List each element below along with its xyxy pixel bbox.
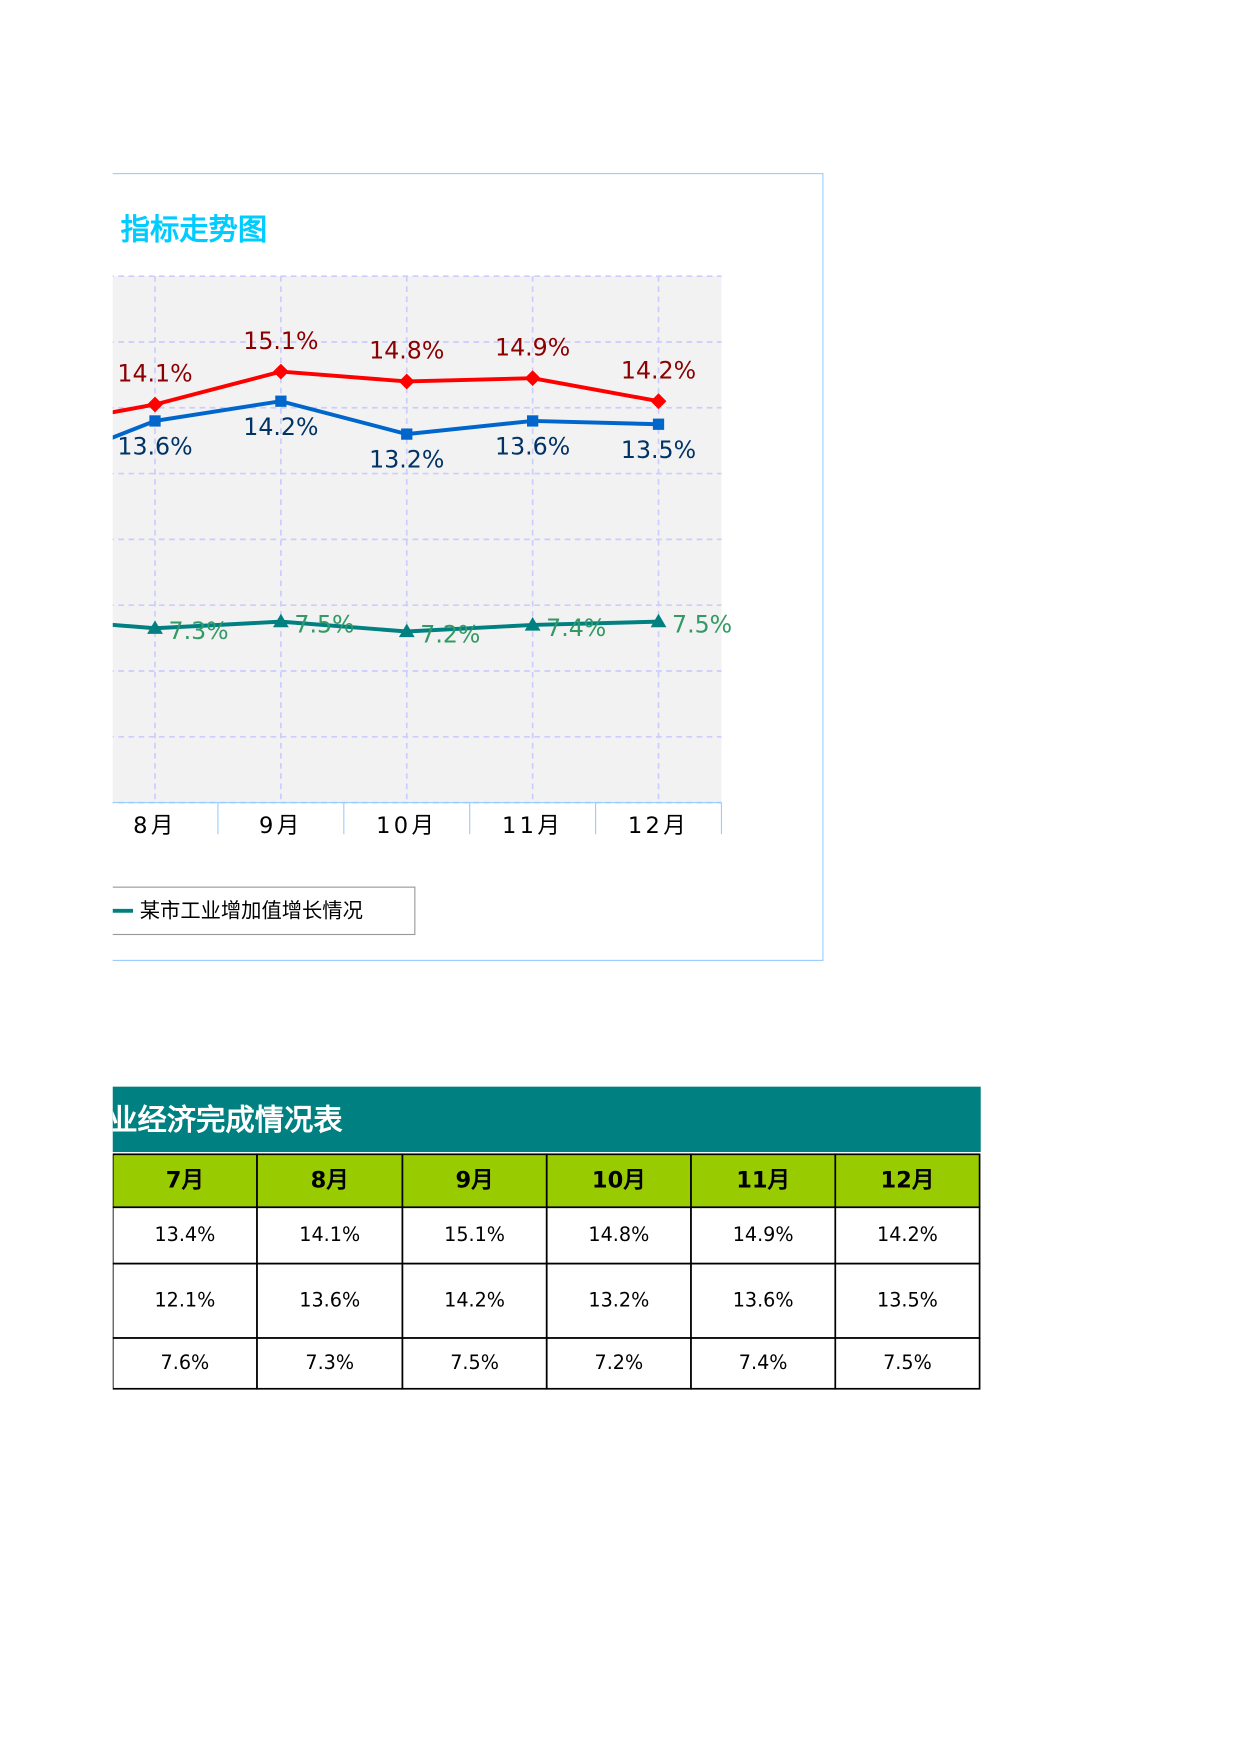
data-label: 13.5%	[621, 436, 696, 464]
cell-text: 14.2%	[444, 1288, 505, 1311]
data-label: 14.1%	[117, 360, 192, 388]
header-text: 7月	[166, 1167, 204, 1193]
data-label: 7.2%	[420, 621, 480, 649]
data-label: 13.6%	[495, 432, 570, 460]
marker	[147, 620, 163, 634]
legend-label: 某市工业增加值增长情况	[140, 898, 363, 922]
cell	[545, 1206, 692, 1265]
x-tick-label: 7月	[7, 813, 51, 839]
cell-text: 7.5%	[450, 1351, 499, 1374]
cell-text: 13.6%	[299, 1288, 360, 1311]
header-text: 12月	[881, 1167, 935, 1193]
x-tick-label: 9月	[259, 813, 303, 839]
marker	[398, 373, 415, 390]
data-label: 12.1%	[0, 482, 67, 510]
legend	[112, 886, 416, 936]
cell-text: 14.1%	[299, 1223, 360, 1246]
header-text: 11月	[736, 1167, 790, 1193]
data-label: 13.2%	[369, 446, 444, 474]
header-cell	[834, 1153, 981, 1209]
marker	[398, 623, 415, 638]
content: 指标走势图 业经济完成情况表 246810121416187月8月9月10月11…	[0, 173, 981, 1390]
cell-text: 13.4%	[154, 1223, 215, 1246]
table-title-bar	[112, 1086, 981, 1153]
marker	[23, 465, 34, 476]
cell	[112, 1262, 258, 1339]
header-text: 8月	[311, 1167, 349, 1193]
marker	[149, 415, 161, 427]
marker	[275, 395, 287, 407]
cell	[690, 1206, 837, 1265]
cell-text: 14.2%	[877, 1223, 938, 1246]
x-tick-label: 11月	[502, 813, 563, 839]
marker	[272, 613, 289, 628]
cell	[401, 1337, 548, 1390]
data-label: 14.2%	[243, 413, 318, 441]
cell-text: 7.3%	[305, 1351, 354, 1374]
cell	[834, 1262, 981, 1339]
cell	[256, 1206, 404, 1265]
header-cell	[112, 1153, 258, 1209]
x-tick-label: 12月	[628, 813, 689, 839]
cell	[401, 1206, 548, 1265]
cell	[545, 1337, 692, 1390]
data-label: 13.6%	[117, 432, 192, 460]
cell	[401, 1262, 548, 1339]
marker	[401, 428, 413, 440]
header-cell	[256, 1153, 404, 1209]
data-label: 14.8%	[369, 337, 444, 365]
marker	[272, 363, 289, 380]
marker	[652, 418, 665, 430]
data-label: 14.9%	[495, 333, 570, 361]
cell	[256, 1337, 404, 1390]
header-text: 9月	[455, 1167, 493, 1193]
data-label: 14.2%	[621, 356, 696, 384]
cell-text: 14.8%	[588, 1223, 649, 1246]
data-label: 13.4%	[0, 383, 67, 411]
x-tick-label: 8月	[133, 813, 177, 839]
cell-text: 7.6%	[161, 1351, 210, 1374]
header-text: 10月	[592, 1167, 646, 1193]
marker	[147, 396, 163, 413]
marker	[527, 415, 539, 427]
data-label: 7.5%	[672, 611, 732, 639]
cell	[834, 1206, 981, 1265]
cell-text: 15.1%	[444, 1223, 505, 1246]
cell-text: 7.4%	[739, 1351, 788, 1374]
line	[112, 399, 659, 440]
header-cell	[545, 1153, 692, 1209]
data-label: 7.5%	[294, 611, 354, 639]
line	[112, 369, 659, 415]
data-label: 15.1%	[243, 327, 318, 355]
data-label: 7.6%	[43, 607, 103, 635]
data-label: 7.4%	[546, 614, 606, 642]
cell-text: 13.6%	[733, 1288, 794, 1311]
marker	[524, 370, 541, 387]
marker	[524, 617, 541, 631]
cell-text: 13.5%	[877, 1288, 938, 1311]
chart-title: 指标走势图	[121, 213, 267, 247]
cell-text: 7.2%	[595, 1351, 644, 1374]
cell-text: 13.2%	[588, 1288, 649, 1311]
marker	[21, 420, 37, 436]
x-tick-label: 10月	[376, 813, 437, 839]
cell	[834, 1337, 981, 1390]
marker	[21, 610, 37, 624]
line	[112, 619, 659, 634]
data-label: 7.3%	[169, 617, 229, 645]
cell	[690, 1337, 837, 1390]
cell	[112, 1206, 258, 1265]
cell-text: 14.9%	[733, 1223, 794, 1246]
table-title: 业经济完成情况表	[108, 1103, 343, 1137]
cell-text: 12.1%	[154, 1288, 215, 1311]
cell	[690, 1262, 837, 1339]
marker	[650, 613, 667, 628]
cell	[112, 1337, 258, 1390]
cell-text: 7.5%	[883, 1351, 932, 1374]
marker	[650, 393, 667, 410]
